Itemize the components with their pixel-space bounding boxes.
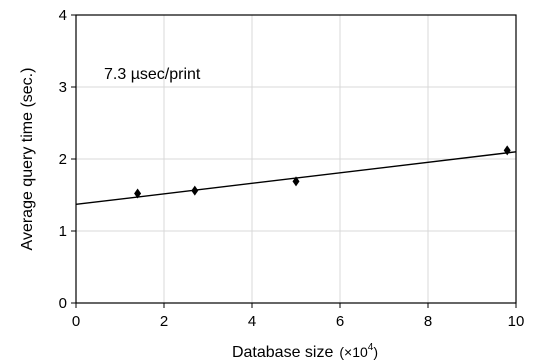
x-tick-label: 8 [424, 313, 432, 330]
x-tick-label: 10 [508, 313, 525, 330]
data-points [134, 145, 511, 199]
data-point [134, 188, 142, 199]
x-axis-unit-exponent: 4 [368, 342, 374, 353]
x-tick-label: 4 [248, 313, 256, 330]
x-tick-label: 0 [72, 313, 80, 330]
data-point [191, 185, 199, 196]
y-axis-label: Average query time (sec.) [19, 68, 36, 251]
y-tick-label: 2 [59, 151, 67, 168]
data-point [503, 145, 511, 156]
x-tick-label: 2 [160, 313, 168, 330]
x-axis-label: Database size (×104) [232, 342, 378, 361]
y-tick-label: 0 [59, 295, 67, 312]
x-axis-unit-suffix: ) [373, 344, 378, 360]
x-axis-ticks: 0 2 4 6 8 10 [72, 303, 525, 330]
x-axis-label-text: Database size [232, 344, 333, 361]
grid-lines [76, 15, 516, 303]
annotation-label: 7.3 µsec/print [104, 66, 201, 83]
x-axis-unit-prefix: (×10 [339, 344, 368, 360]
y-axis-ticks: 0 1 2 3 4 [59, 7, 76, 312]
y-tick-label: 1 [59, 223, 67, 240]
x-tick-label: 6 [336, 313, 344, 330]
y-tick-label: 3 [59, 79, 67, 96]
data-point [292, 176, 300, 187]
y-tick-label: 4 [59, 7, 67, 24]
